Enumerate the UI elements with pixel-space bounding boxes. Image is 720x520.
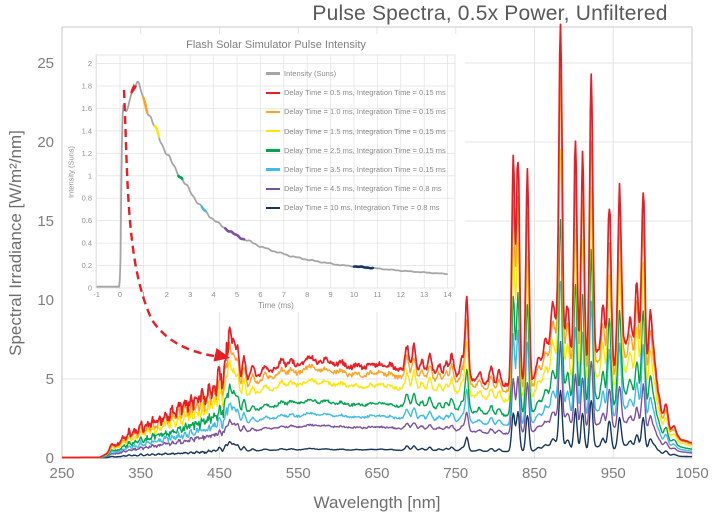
x-tick-label: 650 — [364, 465, 389, 482]
inset-x-tick-label: 4 — [212, 290, 216, 299]
inset-y-tick-label: 0.6 — [82, 216, 92, 225]
integration-window-purple — [224, 227, 246, 241]
inset-x-tick-label: 6 — [258, 290, 262, 299]
legend-item: Delay Time = 1.0 ms, Integration Time = … — [266, 102, 446, 121]
inset-x-tick-label: 1 — [141, 290, 145, 299]
inset-y-tick-label: 0.2 — [82, 261, 92, 270]
inset-y-tick-label: 0.4 — [82, 239, 92, 248]
x-tick-label: 550 — [286, 465, 311, 482]
spectrum-series-cyan — [62, 280, 693, 459]
inset-y-axis-label: Intensity (Suns) — [66, 145, 76, 199]
y-tick-label: 5 — [46, 371, 54, 388]
spectrum-series-purple — [62, 340, 692, 459]
y-axis-label: Spectral Irradiance [W/m²/nm] — [6, 130, 25, 356]
legend-label: Delay Time = 1.5 ms, Integration Time = … — [284, 126, 446, 136]
integration-window-red — [130, 83, 137, 94]
legend-item: Delay Time = 0.5 ms, Integration Time = … — [266, 83, 446, 102]
y-tick-label: 15 — [37, 213, 54, 230]
inset-x-tick-label: 12 — [397, 290, 405, 299]
inset-y-tick-label: 1.2 — [82, 149, 92, 158]
inset-y-tick-label: 1.4 — [82, 126, 92, 135]
inset-x-tick-label: 5 — [235, 290, 239, 299]
inset-x-tick-label: 7 — [282, 290, 286, 299]
legend-swatch-yellow — [266, 129, 280, 133]
integration-window-navy — [352, 265, 375, 270]
x-tick-label: 950 — [601, 465, 626, 482]
legend-label: Delay Time = 4.5 ms, Integration Time = … — [284, 184, 442, 194]
inset-gridlines — [96, 55, 455, 288]
x-axis-label: Wavelength [nm] — [313, 493, 441, 512]
inset-x-axis-label: Time (ms) — [258, 301, 294, 310]
integration-window-orange — [142, 96, 149, 114]
legend-label: Delay Time = 0.5 ms, Integration Time = … — [284, 88, 446, 98]
legend-swatch-purple — [266, 187, 280, 190]
x-tick-label: 350 — [128, 465, 153, 482]
inset-y-tick-label: 1.8 — [82, 82, 92, 91]
legend-swatch-navy — [266, 206, 280, 210]
inset-y-tick-label: 2 — [88, 59, 92, 68]
legend-item: Delay Time = 3.5 ms, Integration Time = … — [266, 160, 446, 179]
inset-legend: Intensity (Suns) Delay Time = 0.5 ms, Int… — [266, 64, 446, 218]
annotation-arrowhead — [213, 348, 230, 362]
legend-swatch-gray — [266, 72, 280, 75]
inset-x-tick-label: 9 — [329, 290, 333, 299]
y-tick-label: 0 — [46, 450, 54, 467]
inset-x-tick-label: -1 — [93, 290, 100, 299]
y-tick-label: 20 — [37, 134, 54, 151]
spectrum-series-red — [61, 23, 693, 459]
legend-label: Delay Time = 10 ms, Integration Time = 0… — [284, 203, 440, 213]
inset-x-tick-label: 13 — [420, 290, 428, 299]
y-tick-label: 10 — [37, 292, 54, 309]
inset-y-tick-label: 1.6 — [82, 104, 92, 113]
integration-window-green — [177, 174, 184, 181]
legend-label: Delay Time = 1.0 ms, Integration Time = … — [284, 107, 446, 117]
legend-label: Delay Time = 3.5 ms, Integration Time = … — [284, 165, 446, 175]
integration-window-yellow — [153, 125, 161, 139]
spectrum-series-green — [62, 218, 693, 459]
main-plot-border — [61, 26, 693, 459]
inset-x-tick-label: 14 — [443, 290, 451, 299]
inset-y-tick-label: 1 — [88, 171, 92, 180]
inset-axis-ticks: 00.20.40.60.811.21.41.61.82-1 0 1 2 3 4 5 6 7 8 9 1… — [82, 59, 452, 299]
x-tick-label: 850 — [522, 465, 547, 482]
spectra-series — [61, 23, 693, 459]
inset-x-tick-label: 10 — [350, 290, 358, 299]
inset-x-tick-label: 0 — [118, 290, 122, 299]
x-tick-label: 1050 — [675, 465, 708, 482]
x-tick-label: 450 — [207, 465, 232, 482]
legend-item: Delay Time = 10 ms, Integration Time = 0… — [266, 198, 446, 217]
x-tick-label: 750 — [443, 465, 468, 482]
inset-x-tick-label: 3 — [188, 290, 192, 299]
legend-swatch-green — [266, 149, 280, 152]
inset-x-tick-label: 11 — [374, 290, 382, 299]
inset-x-tick-label: 8 — [305, 290, 309, 299]
inset-plot-border — [95, 54, 456, 289]
legend-item: Delay Time = 1.5 ms, Integration Time = … — [266, 122, 446, 141]
legend-item: Delay Time = 2.5 ms, Integration Time = … — [266, 141, 446, 160]
integration-window-cyan — [200, 205, 207, 213]
inset-y-tick-label: 0 — [88, 284, 92, 293]
y-tick-label: 25 — [37, 55, 54, 72]
legend-swatch-orange — [266, 110, 280, 114]
legend-item: Intensity (Suns) — [266, 64, 446, 83]
legend-label: Delay Time = 2.5 ms, Integration Time = … — [284, 145, 446, 155]
inset-x-tick-label: 2 — [165, 290, 169, 299]
x-tick-label: 250 — [49, 465, 74, 482]
spectrum-series-navy — [62, 389, 693, 459]
inset-title: Flash Solar Simulator Pulse Intensity — [186, 39, 366, 51]
inset-y-tick-label: 0.8 — [82, 194, 92, 203]
chart-title: Pulse Spectra, 0.5x Power, Unfiltered — [312, 2, 668, 25]
legend-item: Delay Time = 4.5 ms, Integration Time = … — [266, 179, 446, 198]
legend-swatch-cyan — [266, 168, 280, 171]
annotation-arrow — [122, 89, 215, 358]
legend-swatch-red — [266, 91, 280, 94]
legend-label: Intensity (Suns) — [284, 69, 337, 79]
